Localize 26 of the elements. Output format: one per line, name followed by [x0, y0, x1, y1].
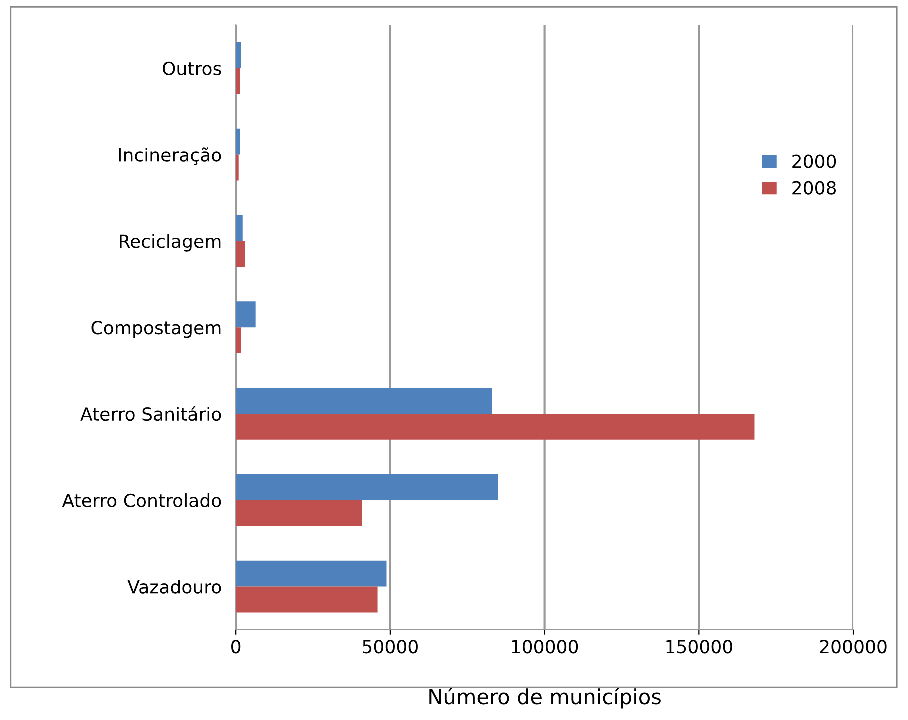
- bar: [236, 302, 256, 328]
- bar: [236, 500, 362, 526]
- bar: [236, 42, 242, 68]
- y-tick-label: Vazadouro: [128, 580, 222, 594]
- bar: [236, 414, 755, 440]
- bar: [236, 474, 498, 500]
- bar: [236, 215, 243, 242]
- y-tick-label: Incineração: [119, 148, 222, 166]
- x-tick-label: 100000: [512, 640, 578, 654]
- x-axis-title: Número de municípios: [430, 688, 661, 709]
- x-tick-label: 50000: [363, 640, 418, 654]
- legend-label: 2000: [792, 154, 836, 168]
- bar: [236, 560, 387, 587]
- bar: [236, 328, 242, 354]
- x-tick-label: 200000: [820, 640, 887, 654]
- legend-label: 2008: [792, 181, 836, 195]
- x-tick-label: 150000: [666, 640, 732, 654]
- y-tick-label: Reciclagem: [120, 234, 221, 252]
- bar: [236, 388, 492, 414]
- bar: [236, 241, 246, 268]
- x-tick-label: 0: [232, 640, 241, 654]
- y-tick-label: Aterro Controlado: [62, 494, 222, 508]
- bar: [236, 586, 378, 613]
- y-tick-label: Compostagem: [92, 321, 221, 338]
- y-tick-label: Outros: [163, 62, 222, 76]
- y-tick-label: Aterro Sanitário: [80, 406, 222, 422]
